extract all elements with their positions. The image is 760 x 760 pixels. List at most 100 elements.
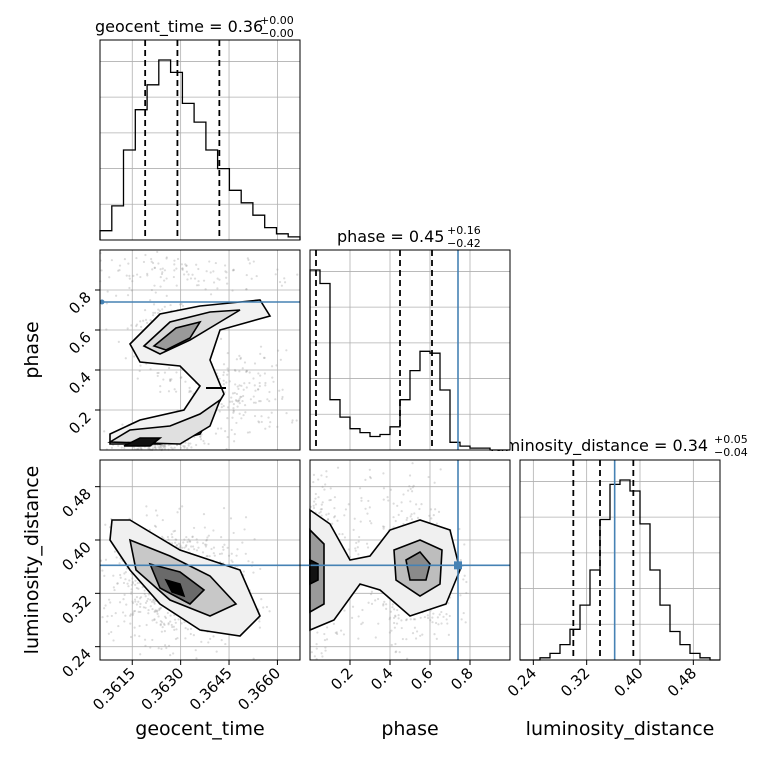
xlabel-phase: phase <box>381 718 438 740</box>
scatter-point <box>187 538 190 541</box>
scatter-point <box>260 420 263 424</box>
scatter-point <box>188 389 191 392</box>
scatter-point <box>232 531 235 535</box>
scatter-point <box>259 567 262 571</box>
scatter-point <box>413 626 417 629</box>
scatter-point <box>230 552 233 555</box>
scatter-point <box>334 631 337 634</box>
scatter-point <box>139 602 142 605</box>
scatter-point <box>391 603 394 606</box>
scatter-point <box>133 609 137 613</box>
scatter-point <box>151 261 155 265</box>
scatter-point <box>230 396 233 399</box>
scatter-point <box>135 256 138 260</box>
scatter-point <box>163 279 166 282</box>
scatter-point <box>209 271 212 274</box>
scatter-point <box>140 325 143 328</box>
scatter-point <box>161 267 164 270</box>
scatter-point <box>135 603 138 606</box>
scatter-point <box>179 544 182 547</box>
scatter-point <box>216 427 220 430</box>
scatter-point <box>190 446 193 449</box>
scatter-point <box>389 488 392 491</box>
scatter-point <box>396 504 399 507</box>
scatter-point <box>135 324 138 328</box>
scatter-point <box>157 647 160 650</box>
scatter-point <box>195 263 198 266</box>
scatter-point <box>170 623 173 627</box>
scatter-point <box>115 294 118 297</box>
scatter-point <box>169 620 172 623</box>
scatter-point <box>416 516 420 519</box>
scatter-point <box>204 543 207 546</box>
scatter-point <box>248 371 251 374</box>
scatter-point <box>323 632 326 636</box>
scatter-point <box>364 478 367 482</box>
scatter-point <box>465 591 468 595</box>
scatter-point <box>434 621 438 625</box>
scatter-point <box>184 380 187 383</box>
scatter-point <box>130 289 134 292</box>
scatter-point <box>276 268 279 271</box>
scatter-point <box>195 657 198 660</box>
panel-2-2 <box>520 460 720 660</box>
scatter-point <box>361 608 364 612</box>
scatter-point <box>409 515 412 518</box>
scatter-point <box>194 649 197 652</box>
scatter-point <box>162 622 166 625</box>
tick-label-distance-y: 0.48 <box>58 485 94 521</box>
scatter-point <box>234 369 237 372</box>
scatter-point <box>369 477 372 480</box>
scatter-point <box>396 608 399 612</box>
scatter-point <box>150 257 153 261</box>
scatter-point <box>370 522 373 525</box>
xlabel-geocent-time: geocent_time <box>135 718 264 740</box>
scatter-point <box>233 391 236 395</box>
scatter-point <box>208 555 211 558</box>
scatter-point <box>142 606 145 609</box>
scatter-point <box>208 260 211 263</box>
scatter-point <box>320 508 323 511</box>
scatter-point <box>235 358 238 361</box>
scatter-point <box>244 552 247 555</box>
scatter-point <box>419 634 422 637</box>
scatter-point <box>220 402 223 406</box>
scatter-point <box>182 541 185 544</box>
scatter-point <box>146 272 149 275</box>
scatter-point <box>163 305 166 308</box>
scatter-point <box>106 290 109 293</box>
scatter-point <box>244 516 248 519</box>
scatter-point <box>154 311 157 314</box>
scatter-point <box>125 274 128 277</box>
scatter-point <box>341 532 344 536</box>
scatter-point <box>125 603 128 606</box>
scatter-point <box>185 544 188 547</box>
scatter-point <box>240 395 243 399</box>
scatter-point <box>154 525 158 528</box>
scatter-point <box>160 647 163 650</box>
scatter-point <box>231 560 234 564</box>
scatter-point <box>336 632 339 636</box>
scatter-point <box>431 621 434 624</box>
scatter-point <box>156 374 159 378</box>
scatter-point <box>248 431 251 434</box>
scatter-point <box>317 496 320 499</box>
scatter-point <box>152 599 155 602</box>
scatter-point <box>164 445 167 449</box>
scatter-point <box>126 294 130 297</box>
scatter-point <box>129 614 132 617</box>
scatter-point <box>316 631 319 634</box>
scatter-point <box>408 474 412 477</box>
scatter-point <box>125 567 129 570</box>
scatter-point <box>231 269 235 272</box>
scatter-point <box>146 597 150 601</box>
scatter-point <box>133 634 136 637</box>
scatter-point <box>173 269 176 272</box>
scatter-point <box>181 505 184 508</box>
scatter-point <box>155 621 158 624</box>
scatter-point <box>358 487 362 490</box>
scatter-point <box>350 616 354 619</box>
scatter-point <box>226 373 229 376</box>
scatter-point <box>121 611 125 614</box>
scatter-point <box>146 274 149 277</box>
